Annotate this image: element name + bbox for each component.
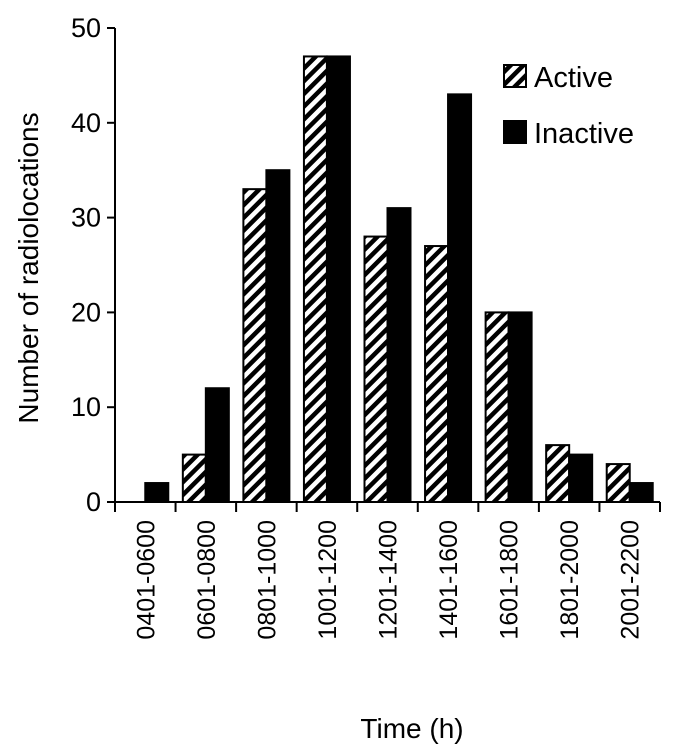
bar-active-0801-1000 bbox=[242, 188, 268, 503]
bar-inactive-0601-0800 bbox=[204, 387, 230, 503]
y-tick-label: 10 bbox=[71, 392, 101, 422]
legend-swatch-active bbox=[503, 64, 527, 88]
bar-inactive-1601-1800 bbox=[507, 311, 533, 503]
bar-active-1201-1400 bbox=[363, 235, 389, 503]
x-tick-label: 0401-0600 bbox=[132, 520, 160, 640]
bar-inactive-1801-2000 bbox=[568, 453, 594, 504]
x-tick-label: 1401-1600 bbox=[435, 520, 463, 640]
y-tick-label: 40 bbox=[71, 108, 101, 138]
plot-area bbox=[144, 55, 654, 504]
legend-label-active: Active bbox=[534, 62, 613, 94]
x-tick-label: 2001-2200 bbox=[617, 520, 645, 640]
legend: Active Inactive bbox=[503, 62, 634, 150]
y-tick-label: 50 bbox=[71, 13, 101, 43]
y-axis-title: Number of radiolocations bbox=[13, 112, 44, 423]
x-tick-label: 0801-1000 bbox=[253, 520, 281, 640]
x-tick-label: 1001-1200 bbox=[314, 520, 342, 640]
x-tick-label: 1601-1800 bbox=[496, 520, 524, 640]
bar-inactive-1001-1200 bbox=[325, 55, 351, 503]
bar-active-0601-0800 bbox=[181, 453, 207, 504]
legend-swatch-inactive bbox=[503, 120, 527, 144]
x-tick-label: 1201-1400 bbox=[375, 520, 403, 640]
bar-inactive-0401-0600 bbox=[144, 482, 170, 504]
bar-active-1001-1200 bbox=[302, 55, 328, 503]
bar-active-1601-1800 bbox=[484, 311, 510, 503]
bar-inactive-0801-1000 bbox=[265, 169, 291, 503]
x-tick-label: 0601-0800 bbox=[193, 520, 221, 640]
bar-active-1801-2000 bbox=[545, 444, 571, 503]
y-tick-label: 30 bbox=[71, 203, 101, 233]
x-axis: 0401-0600 0601-0800 0801-1000 1001-1200 1201… bbox=[114, 501, 661, 640]
x-axis-title: Time (h) bbox=[360, 713, 463, 744]
y-axis: 0 10 20 30 40 50 bbox=[71, 13, 116, 517]
bar-inactive-1201-1400 bbox=[386, 207, 412, 503]
x-tick-label: 1801-2000 bbox=[556, 520, 584, 640]
legend-label-inactive: Inactive bbox=[534, 118, 634, 150]
bar-inactive-1401-1600 bbox=[447, 93, 473, 504]
bar-active-2001-2200 bbox=[605, 463, 631, 503]
bar-active-1401-1600 bbox=[424, 245, 450, 503]
y-tick-label: 0 bbox=[86, 487, 101, 517]
bar-inactive-2001-2200 bbox=[628, 482, 654, 504]
y-tick-label: 20 bbox=[71, 297, 101, 327]
